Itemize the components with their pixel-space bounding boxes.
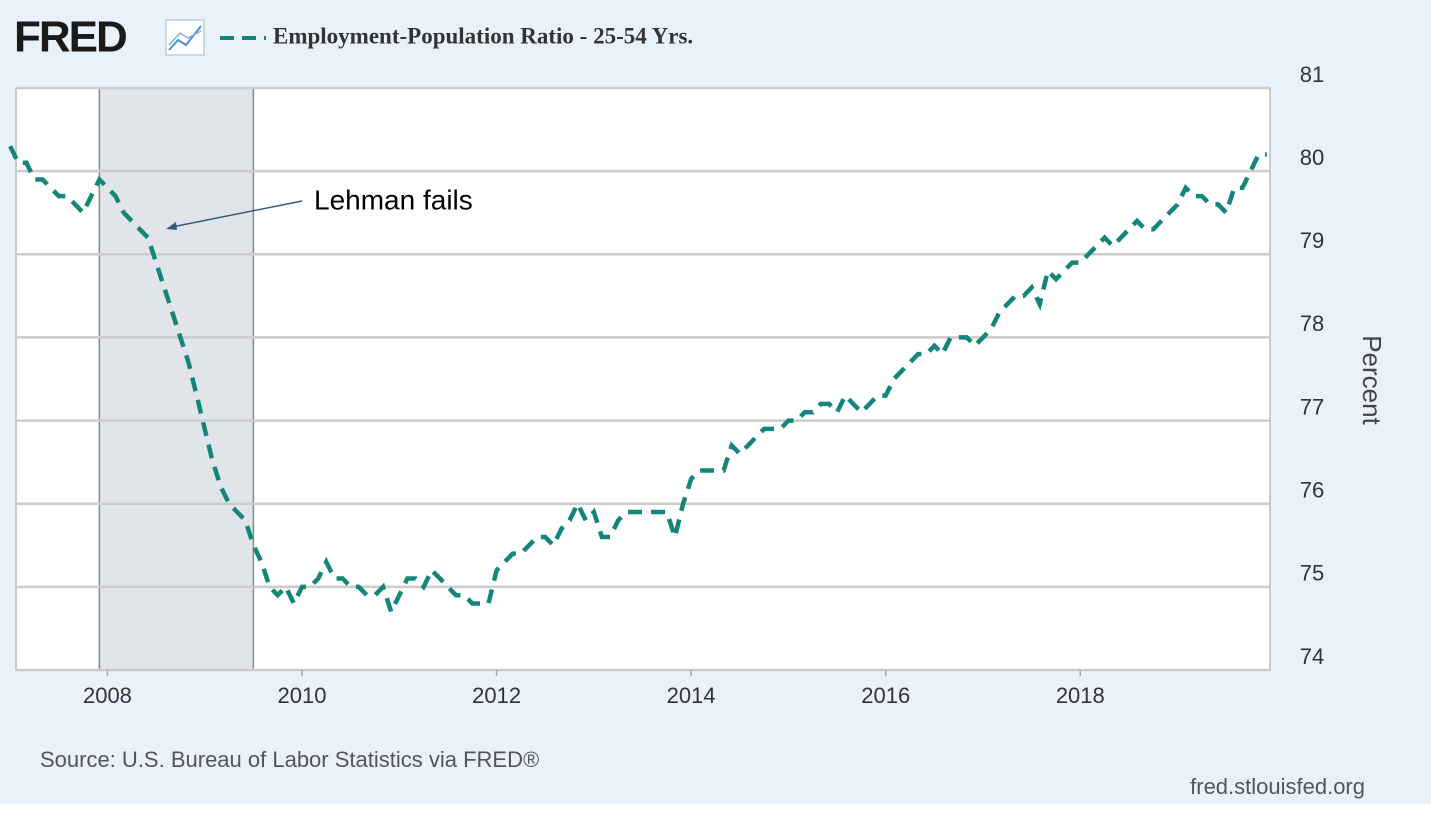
annotation: Lehman fails: [314, 184, 473, 215]
y-tick-label: 81: [1300, 62, 1324, 87]
x-tick-label: 2016: [861, 683, 910, 708]
legend-label: Employment-Population Ratio - 25-54 Yrs.: [273, 23, 693, 48]
logo: FRED: [14, 13, 126, 62]
site: fred.stlouisfed.org: [1190, 774, 1365, 799]
y-tick-label: 77: [1300, 394, 1324, 419]
y-axis-label: Percent: [1357, 335, 1387, 425]
annotation-arrowhead: [166, 222, 177, 230]
x-tick-label: 2014: [667, 683, 716, 708]
logo-icon: [165, 19, 205, 56]
y-tick-label: 75: [1300, 561, 1324, 586]
recession-band: [99, 88, 254, 670]
y-tick-label: 76: [1300, 478, 1324, 503]
x-tick-label: 2012: [472, 683, 521, 708]
plot: [8, 86, 1270, 672]
y-tick-label: 78: [1300, 311, 1324, 336]
y-tick-label: 74: [1300, 644, 1324, 669]
x-tick-label: 2008: [83, 683, 132, 708]
x-tick-label: 2018: [1056, 683, 1105, 708]
y-tick-label: 80: [1300, 145, 1324, 170]
x-tick-label: 2010: [278, 683, 327, 708]
source: Source: U.S. Bureau of Labor Statistics …: [40, 747, 539, 772]
annotation-arrow: [171, 200, 303, 228]
y-tick-label: 79: [1300, 228, 1324, 253]
series-line: [8, 145, 1267, 618]
